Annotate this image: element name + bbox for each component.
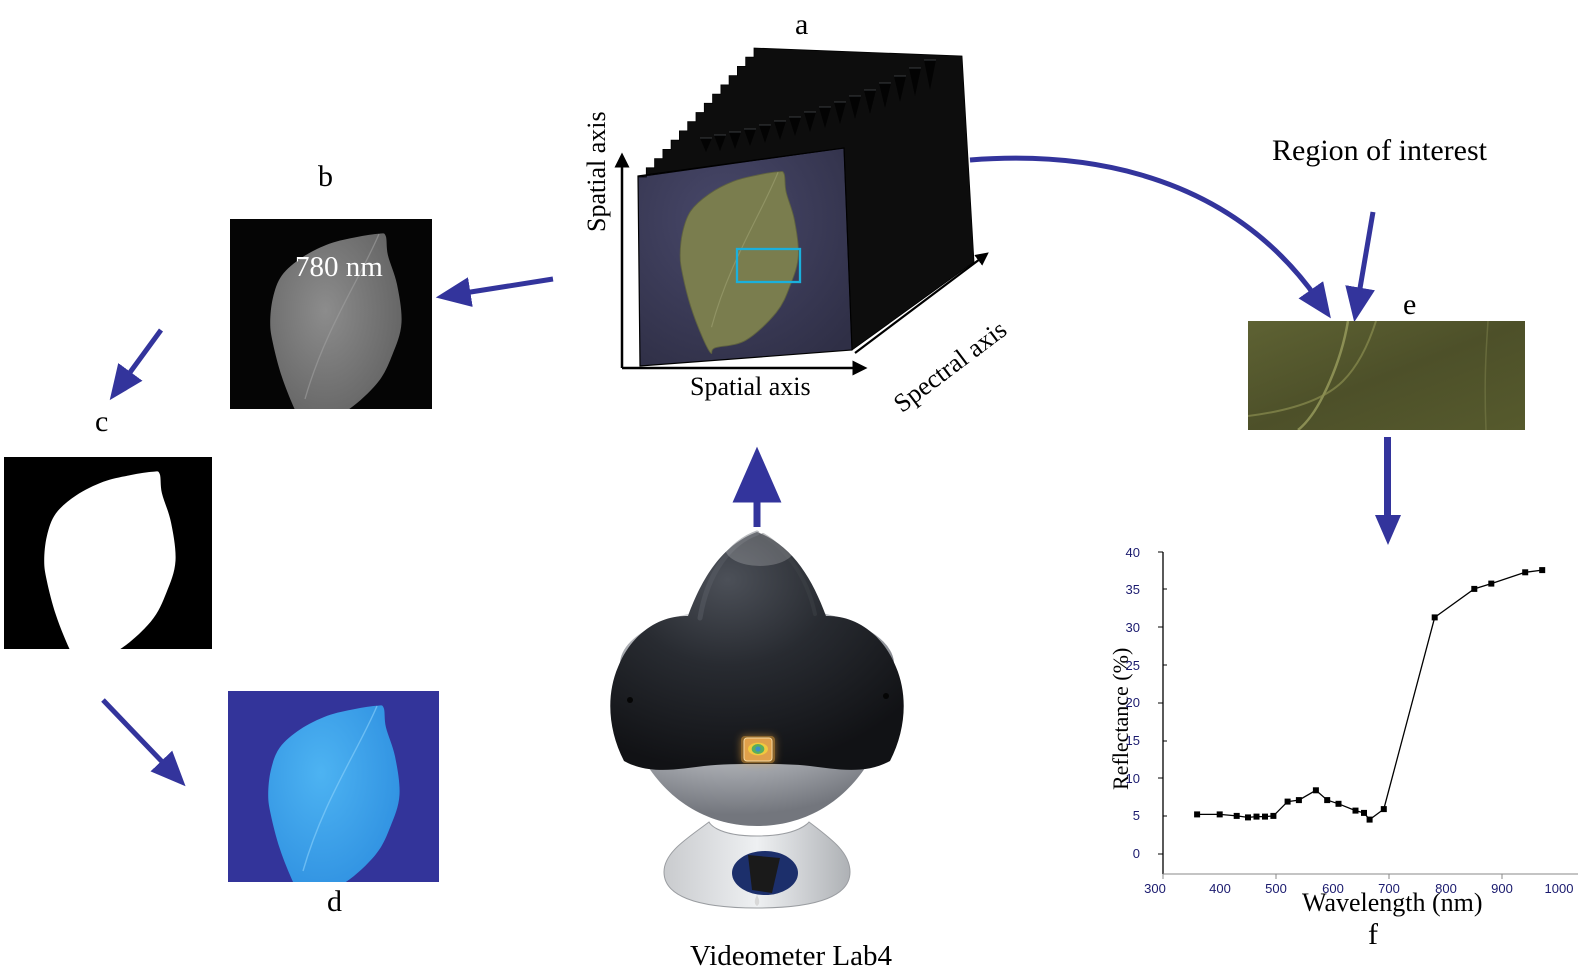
svg-text:35: 35 (1126, 582, 1140, 597)
svg-text:900: 900 (1491, 881, 1513, 896)
svg-text:800: 800 (1435, 881, 1457, 896)
svg-text:40: 40 (1126, 545, 1140, 560)
svg-text:500: 500 (1265, 881, 1287, 896)
svg-text:25: 25 (1126, 658, 1140, 673)
svg-text:0: 0 (1133, 846, 1140, 861)
svg-text:30: 30 (1126, 620, 1140, 635)
svg-text:1000: 1000 (1545, 881, 1574, 896)
svg-text:15: 15 (1126, 733, 1140, 748)
svg-text:5: 5 (1133, 808, 1140, 823)
svg-text:10: 10 (1126, 771, 1140, 786)
svg-text:700: 700 (1378, 881, 1400, 896)
svg-text:400: 400 (1209, 881, 1231, 896)
svg-text:600: 600 (1322, 881, 1344, 896)
svg-text:20: 20 (1126, 695, 1140, 710)
svg-text:300: 300 (1144, 881, 1166, 896)
